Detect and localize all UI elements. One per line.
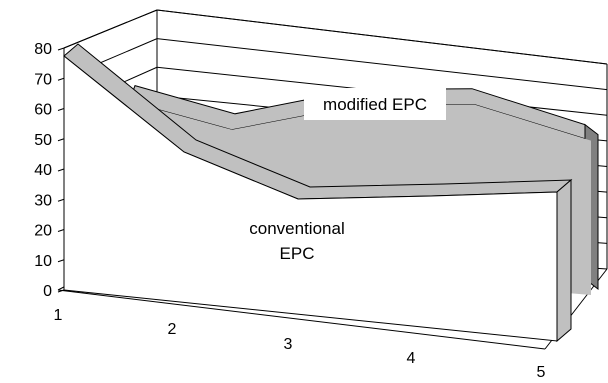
y-tick-label: 0 — [43, 283, 52, 300]
gridline-back — [156, 9, 608, 65]
x-tick-label: 3 — [284, 336, 293, 353]
series-conventional-epc — [63, 43, 573, 343]
y-tick-mark — [57, 289, 65, 293]
y-tick-label: 40 — [34, 162, 52, 179]
series-label-modified-epc: modified EPC — [323, 95, 427, 114]
series-label-conventional-epc-line1: conventional — [249, 219, 344, 238]
gridline-back — [156, 38, 608, 91]
y-axis-ticks: 0 10 20 30 40 50 60 70 80 — [34, 41, 65, 300]
series-label-bg-modified — [304, 88, 446, 120]
y-tick-mark — [57, 168, 65, 172]
series-label-conventional-epc-line2: EPC — [280, 244, 315, 263]
x-axis-ticks: 1 2 3 4 5 — [54, 307, 546, 381]
floor-front-edge — [57, 289, 546, 350]
y-tick-label: 20 — [34, 223, 52, 240]
y-tick-label: 50 — [34, 132, 52, 149]
conventional-epc-end-cap — [556, 178, 572, 343]
y-tick-mark — [57, 138, 65, 142]
y-tick-mark — [57, 77, 65, 81]
y-tick-mark — [57, 259, 65, 263]
x-tick-label: 5 — [537, 364, 546, 381]
series-labels: modified EPC conventional EPC — [249, 88, 446, 263]
y-tick-mark — [57, 108, 65, 111]
y-tick-mark — [57, 47, 65, 51]
y-tick-label: 70 — [34, 71, 52, 88]
y-tick-label: 80 — [34, 41, 52, 58]
y-tick-label: 30 — [34, 192, 52, 209]
conventional-epc-front-face — [63, 54, 558, 342]
y-tick-label: 60 — [34, 102, 52, 119]
y-tick-label: 10 — [34, 253, 52, 270]
x-tick-label: 1 — [54, 307, 63, 324]
x-tick-label: 4 — [407, 350, 416, 367]
gridline-side — [63, 9, 158, 49]
y-tick-mark — [57, 198, 65, 202]
x-tick-label: 2 — [168, 321, 177, 338]
y-tick-mark — [57, 229, 65, 232]
